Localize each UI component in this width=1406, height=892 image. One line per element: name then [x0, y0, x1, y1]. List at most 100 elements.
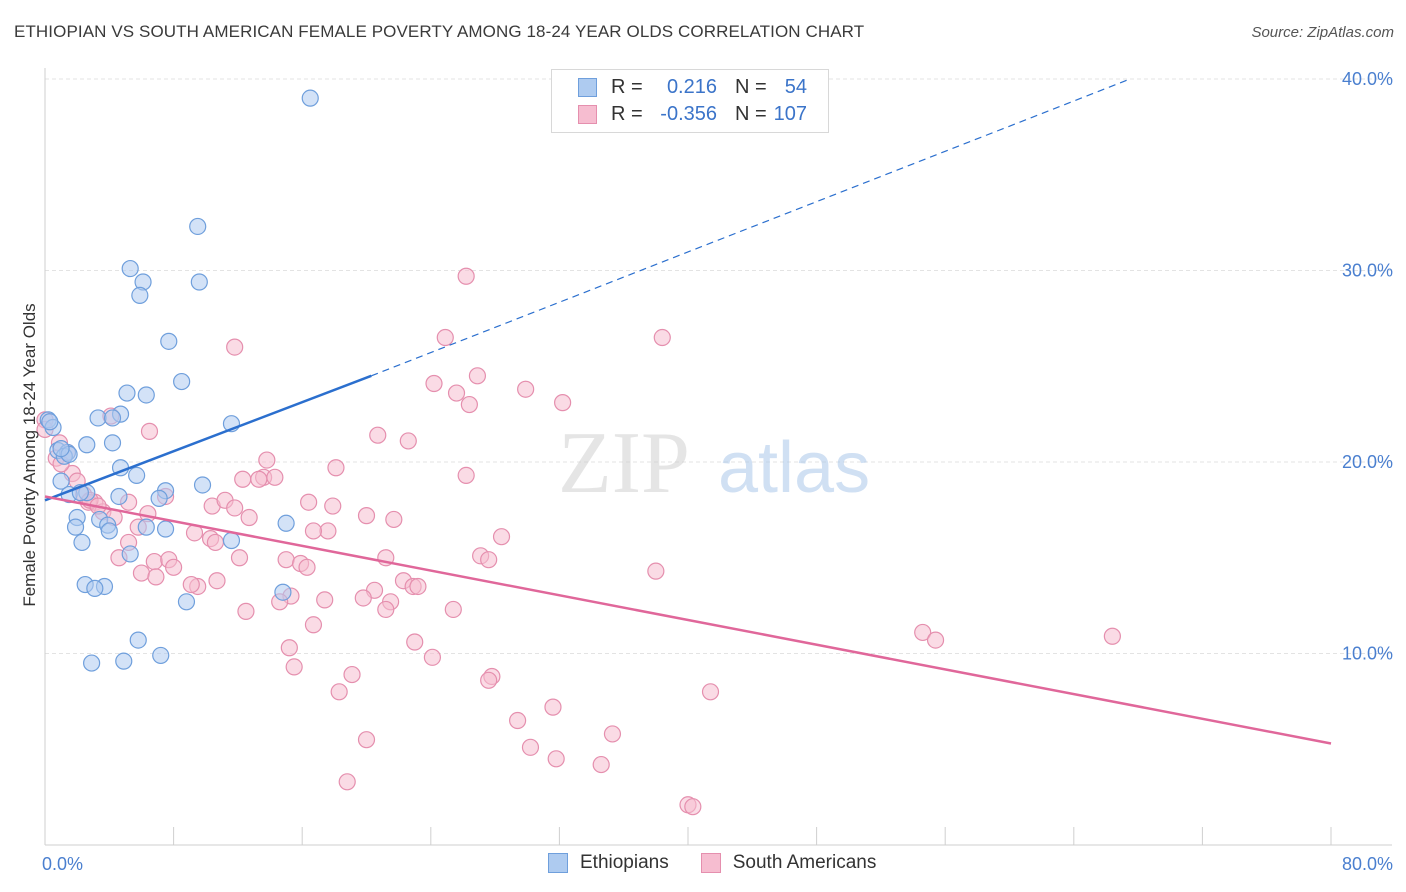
south-american-point [316, 591, 334, 609]
south-american-point [369, 426, 387, 444]
ethiopian-point [115, 652, 133, 670]
ethiopians-trend-extension [371, 78, 1131, 377]
legend-label: South Americans [732, 852, 877, 873]
south-american-point [425, 374, 443, 393]
south-american-point [701, 683, 720, 701]
south-american-point [444, 600, 462, 619]
ethiopian-point [78, 436, 96, 454]
ethiopian-point [189, 217, 207, 236]
x-tick-label: 80.0% [1342, 854, 1393, 874]
south-american-point [354, 589, 372, 607]
south-american-point [926, 631, 945, 649]
ethiopian-point [173, 372, 191, 391]
correlation-legend: R = 0.216 N = 54 R = -0.356 N = 107 [551, 69, 829, 133]
ethiopian-point [222, 531, 241, 550]
south-american-point [480, 671, 498, 689]
ethiopian-point [137, 386, 155, 404]
x-tick-label: 0.0% [42, 854, 83, 874]
ethiopian-point [100, 522, 118, 540]
watermark-atlas: atlas [718, 428, 870, 508]
south-american-point [338, 773, 356, 791]
ethiopian-point [52, 472, 70, 490]
south-american-point [509, 711, 527, 730]
r-value: -0.356 [660, 102, 717, 125]
south-american-point [182, 575, 200, 594]
south-american-point [226, 338, 244, 356]
ethiopian-point [128, 466, 146, 485]
ethiopian-point [73, 533, 91, 552]
y-tick-label: 40.0% [1342, 69, 1393, 89]
legend-item-south-americans[interactable]: South Americans [700, 852, 877, 874]
watermark-zip: ZIP [558, 415, 690, 512]
south-american-point [240, 508, 258, 527]
south-american-point [457, 267, 475, 285]
ethiopian-point [177, 593, 196, 611]
south-american-point [132, 564, 151, 582]
y-tick-label: 20.0% [1342, 452, 1393, 472]
ethiopian-point [86, 579, 104, 597]
y-tick-label: 10.0% [1342, 644, 1393, 664]
south-american-point [343, 665, 361, 684]
ethiopian-point [274, 583, 292, 601]
south-american-point [237, 602, 255, 620]
tick-labels: 10.0% 20.0% 30.0% 40.0% 0.0% 80.0% [42, 69, 1393, 874]
pink-swatch [578, 104, 597, 124]
south-american-point [517, 380, 535, 398]
n-label: N = [735, 75, 767, 98]
legend-item-ethiopians[interactable]: Ethiopians [548, 852, 669, 874]
south-american-point [327, 459, 345, 477]
south-american-point [385, 510, 403, 529]
south-american-point [423, 648, 442, 666]
south-american-point [547, 750, 565, 768]
ethiopian-point [103, 434, 122, 452]
south-american-point [409, 577, 427, 596]
ethiopian-point [156, 520, 175, 538]
south-american-point [298, 558, 316, 576]
south-american-point [145, 552, 163, 571]
ethiopian-point [66, 518, 85, 536]
ethiopian-point [89, 409, 107, 427]
south-american-point [468, 367, 487, 385]
south-american-point [554, 394, 572, 412]
south-american-point [447, 384, 466, 402]
n-value: 107 [773, 102, 807, 125]
south-american-point [304, 616, 323, 634]
south-american-point [206, 533, 224, 552]
watermark: ZIP atlas [558, 415, 870, 512]
ethiopian-point [150, 489, 168, 507]
r-label: R = [611, 75, 643, 98]
south-american-point [230, 549, 249, 567]
south-american-point [304, 522, 323, 540]
chart-title: ETHIOPIAN VS SOUTH AMERICAN FEMALE POVER… [14, 22, 865, 41]
south-american-point [147, 568, 165, 586]
south-american-point [357, 507, 376, 525]
south-american-point [208, 572, 226, 590]
south-american-point [914, 623, 932, 642]
south-american-point [684, 798, 702, 816]
south-american-point [457, 466, 475, 485]
south-american-point [521, 738, 540, 756]
south-american-point [460, 395, 478, 414]
ethiopians-points [39, 89, 319, 672]
south-american-point [1103, 627, 1121, 645]
series-legend: Ethiopians South Americans [548, 852, 908, 874]
ethiopian-point [137, 518, 155, 536]
r-value: 0.216 [666, 75, 717, 98]
south-american-point [266, 468, 284, 486]
ethiopian-point [121, 545, 139, 563]
axes [44, 68, 1392, 846]
south-american-point [406, 633, 424, 651]
ethiopian-point [121, 259, 139, 278]
south-american-point [330, 683, 348, 701]
south-american-point [140, 422, 159, 440]
ethiopian-point [41, 413, 59, 431]
south-american-point [165, 558, 183, 576]
blue-swatch [548, 853, 568, 873]
south-american-point [285, 658, 303, 676]
y-axis-label: Female Poverty Among 18-24 Year Olds [20, 303, 39, 606]
south-american-point [377, 600, 395, 619]
ethiopian-point [131, 286, 149, 304]
ethiopian-point [103, 409, 122, 427]
south-american-point [653, 328, 671, 347]
ethiopian-point [277, 514, 295, 532]
